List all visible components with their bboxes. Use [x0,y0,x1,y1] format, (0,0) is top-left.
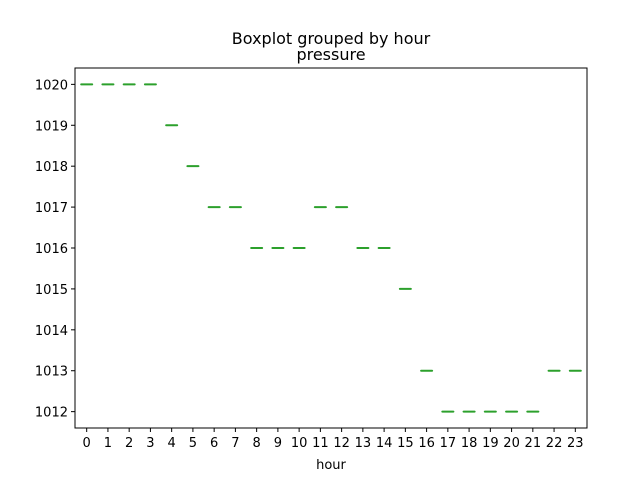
y-tick-label-8: 1020 [35,78,68,93]
y-tick-label-5: 1017 [35,201,68,216]
x-tick-label-21: 21 [525,436,542,451]
y-tick-label-2: 1014 [35,324,68,339]
x-tick-label-1: 1 [104,436,112,451]
x-tick-label-7: 7 [231,436,239,451]
plot-frame [74,67,588,429]
x-tick-label-12: 12 [333,436,350,451]
y-tick-label-6: 1018 [35,160,68,175]
x-tick-label-18: 18 [461,436,478,451]
x-tick-label-16: 16 [418,436,435,451]
x-tick-label-22: 22 [546,436,563,451]
x-tick-label-5: 5 [189,436,197,451]
x-tick-label-6: 6 [210,436,218,451]
x-tick-label-14: 14 [376,436,393,451]
x-tick-label-4: 4 [168,436,176,451]
y-tick-label-0: 1012 [35,406,68,421]
x-tick-label-2: 2 [125,436,133,451]
x-tick-label-17: 17 [440,436,457,451]
y-tick-label-7: 1019 [35,119,68,134]
x-tick-label-11: 11 [312,436,329,451]
y-tick-label-1: 1013 [35,365,68,380]
x-tick-label-8: 8 [253,436,261,451]
chart-suptitle: Boxplot grouped by hour [232,29,431,48]
x-tick-label-13: 13 [355,436,372,451]
x-tick-label-0: 0 [83,436,91,451]
x-tick-label-15: 15 [397,436,414,451]
y-tick-label-4: 1016 [35,242,68,257]
x-tick-label-10: 10 [291,436,308,451]
x-tick-label-19: 19 [482,436,499,451]
x-axis-label: hour [316,458,346,473]
x-tick-label-9: 9 [274,436,282,451]
x-tick-label-20: 20 [503,436,520,451]
x-tick-label-23: 23 [567,436,584,451]
x-tick-label-3: 3 [146,436,154,451]
y-tick-label-3: 1015 [35,283,68,298]
chart-title: pressure [296,45,365,64]
